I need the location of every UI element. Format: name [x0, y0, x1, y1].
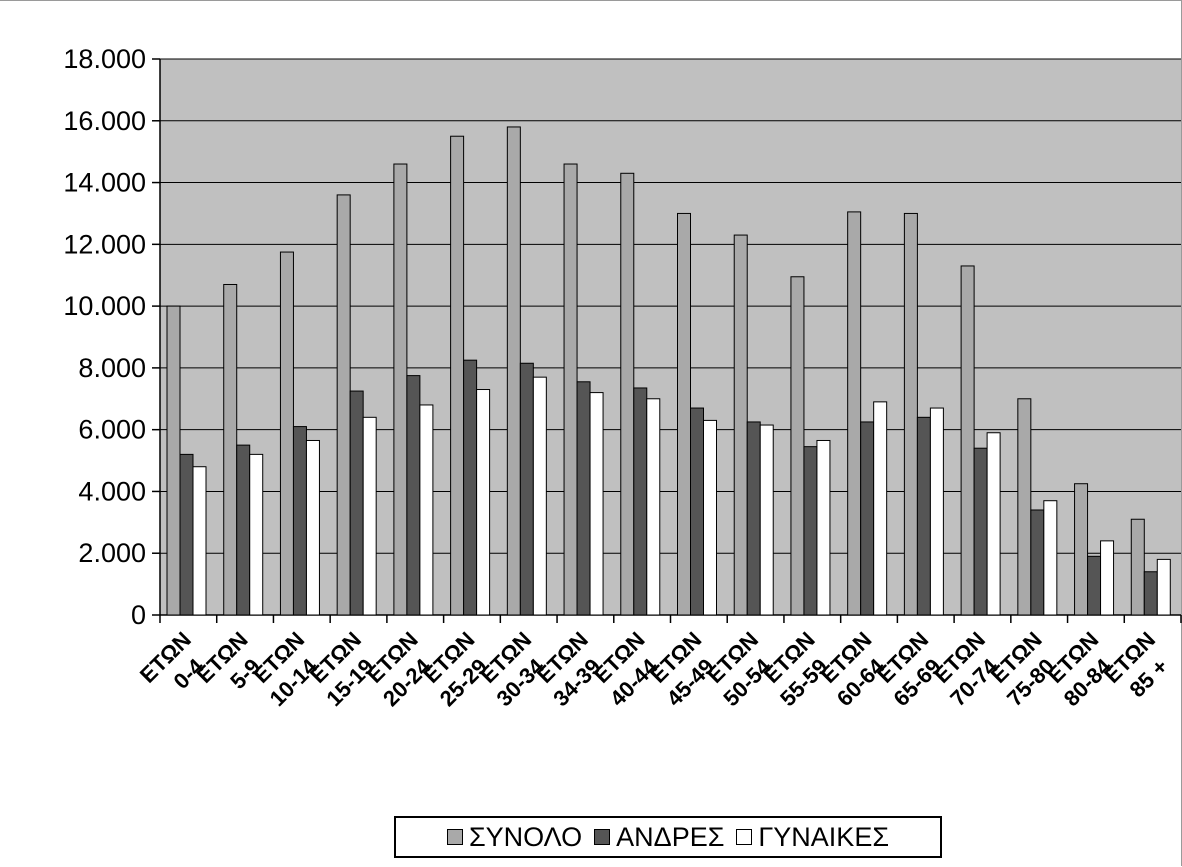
bar-ΓΥΝΑΙΚΕΣ	[192, 466, 207, 616]
bar-ΣΥΝΟΛΟ	[960, 265, 975, 616]
bar-ΑΝΔΡΕΣ	[973, 447, 988, 616]
bar-ΓΥΝΑΙΚΕΣ	[816, 439, 831, 616]
y-tick-label: 10.000	[63, 291, 146, 321]
bar-ΑΝΔΡΕΣ	[690, 407, 704, 616]
x-tick-label: ΕΤΩΝ85 +	[1099, 627, 1180, 708]
bar-ΑΝΔΡΕΣ	[1143, 571, 1158, 616]
bar-ΣΥΝΟΛΟ	[563, 163, 578, 616]
bar-ΣΥΝΟΛΟ	[1130, 518, 1145, 616]
bar-ΑΝΔΡΕΣ	[916, 416, 931, 616]
bar-ΣΥΝΟΛΟ	[223, 283, 238, 616]
legend-swatch	[594, 829, 611, 845]
bar-ΣΥΝΟΛΟ	[1017, 398, 1032, 616]
y-tick-label: 0	[131, 600, 146, 630]
bar-ΑΝΔΡΕΣ	[803, 446, 818, 616]
legend-swatch	[736, 829, 753, 845]
bar-ΣΥΝΟΛΟ	[506, 126, 521, 616]
bar-ΓΥΝΑΙΚΕΣ	[1100, 540, 1115, 616]
bar-ΑΝΔΡΕΣ	[576, 381, 591, 616]
bar-ΣΥΝΟΛΟ	[677, 212, 691, 616]
bar-ΣΥΝΟΛΟ	[166, 305, 181, 616]
y-tick-label: 4.000	[78, 476, 146, 506]
legend-item: ΣΥΝΟΛΟ	[446, 821, 583, 853]
bar-ΣΥΝΟΛΟ	[847, 211, 862, 616]
bar-ΓΥΝΑΙΚΕΣ	[759, 424, 774, 616]
legend-label: ΓΥΝΑΙΚΕΣ	[758, 821, 890, 852]
y-tick-label: 14.000	[63, 168, 146, 198]
bar-ΣΥΝΟΛΟ	[790, 276, 805, 616]
bar-ΣΥΝΟΛΟ	[903, 212, 918, 616]
bar-ΑΝΔΡΕΣ	[633, 387, 648, 616]
bar-ΣΥΝΟΛΟ	[1074, 483, 1089, 616]
plot-area	[160, 59, 1181, 615]
bar-ΑΝΔΡΕΣ	[236, 444, 251, 616]
bar-ΓΥΝΑΙΚΕΣ	[419, 404, 434, 616]
bar-ΑΝΔΡΕΣ	[349, 390, 364, 616]
bar-ΑΝΔΡΕΣ	[179, 453, 194, 616]
y-tick-label: 8.000	[78, 353, 146, 383]
bar-ΑΝΔΡΕΣ	[746, 421, 761, 616]
bar-ΑΝΔΡΕΣ	[1030, 509, 1045, 616]
y-tick-label: 18.000	[63, 44, 146, 74]
bar-ΓΥΝΑΙΚΕΣ	[929, 407, 944, 616]
bar-ΣΥΝΟΛΟ	[620, 172, 635, 616]
legend-item: ΓΥΝΑΙΚΕΣ	[736, 822, 889, 853]
bar-ΓΥΝΑΙΚΕΣ	[532, 376, 547, 616]
legend-swatch	[446, 829, 463, 845]
bar-ΓΥΝΑΙΚΕΣ	[646, 398, 661, 616]
bar-ΓΥΝΑΙΚΕΣ	[986, 432, 1001, 616]
y-tick-label: 6.000	[78, 415, 146, 445]
bar-ΓΥΝΑΙΚΕΣ	[703, 419, 717, 616]
bar-ΑΝΔΡΕΣ	[519, 362, 534, 616]
bar-ΣΥΝΟΛΟ	[450, 135, 465, 616]
bar-ΣΥΝΟΛΟ	[279, 251, 294, 616]
bar-ΓΥΝΑΙΚΕΣ	[362, 416, 377, 616]
legend-label: ΑΝΔΡΕΣ	[616, 821, 725, 852]
bar-ΓΥΝΑΙΚΕΣ	[873, 401, 888, 616]
bar-ΑΝΔΡΕΣ	[1087, 555, 1102, 616]
bar-ΑΝΔΡΕΣ	[292, 426, 307, 616]
bar-ΑΝΔΡΕΣ	[860, 421, 875, 616]
y-tick-label: 16.000	[63, 106, 146, 136]
legend-label: ΣΥΝΟΛΟ	[468, 821, 583, 852]
legend-item: ΑΝΔΡΕΣ	[594, 822, 724, 853]
y-tick-label: 2.000	[78, 538, 146, 568]
bar-ΓΥΝΑΙΚΕΣ	[1156, 558, 1171, 616]
bar-ΑΝΔΡΕΣ	[463, 359, 478, 616]
bar-ΓΥΝΑΙΚΕΣ	[476, 389, 491, 616]
bar-ΓΥΝΑΙΚΕΣ	[249, 453, 264, 616]
bar-ΓΥΝΑΙΚΕΣ	[589, 392, 604, 616]
bar-ΣΥΝΟΛΟ	[393, 163, 408, 616]
bar-ΓΥΝΑΙΚΕΣ	[305, 439, 320, 616]
bar-ΑΝΔΡΕΣ	[406, 375, 421, 616]
legend: ΣΥΝΟΛΟ ΑΝΔΡΕΣ ΓΥΝΑΙΚΕΣ	[394, 816, 942, 858]
bar-ΓΥΝΑΙΚΕΣ	[1043, 500, 1058, 616]
bar-ΣΥΝΟΛΟ	[733, 234, 748, 616]
bar-ΣΥΝΟΛΟ	[336, 194, 351, 616]
y-tick-label: 12.000	[63, 229, 146, 259]
